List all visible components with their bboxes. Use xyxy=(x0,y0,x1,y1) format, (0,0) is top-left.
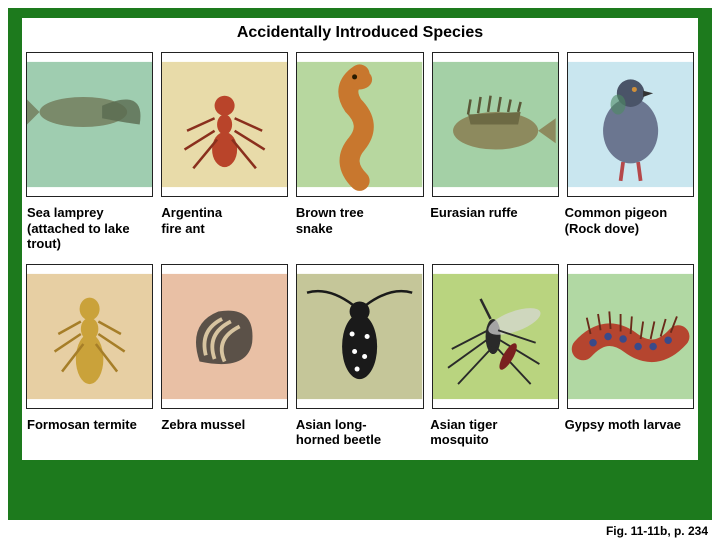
caption-text: Common pigeon xyxy=(565,205,668,220)
caption-asian-longhorned-beetle: Asian long- horned beetle xyxy=(293,417,427,448)
caption-text: Sea lamprey xyxy=(27,205,104,220)
cell-zebra-mussel xyxy=(161,264,288,409)
image-row-2 xyxy=(22,264,698,413)
cell-argentina-fire-ant xyxy=(161,52,288,197)
fish-icon xyxy=(433,53,558,196)
caption-text: mosquito xyxy=(430,432,489,447)
caption-brown-tree-snake: Brown tree snake xyxy=(293,205,427,252)
caption-text: snake xyxy=(296,221,333,236)
caption-formosan-termite: Formosan termite xyxy=(24,417,158,448)
content-panel: Accidentally Introduced Species xyxy=(22,18,698,506)
thumb-formosan-termite xyxy=(26,264,153,409)
caption-text: Asian long- xyxy=(296,417,367,432)
cell-gypsy-moth-larvae xyxy=(567,264,694,409)
thumb-eurasian-ruffe xyxy=(432,52,559,197)
caption-text: Brown tree xyxy=(296,205,364,220)
thumb-zebra-mussel xyxy=(161,264,288,409)
caption-text: horned beetle xyxy=(296,432,381,447)
caption-text: Asian tiger xyxy=(430,417,497,432)
thumb-argentina-fire-ant xyxy=(161,52,288,197)
caption-gypsy-moth-larvae: Gypsy moth larvae xyxy=(562,417,696,448)
image-row-1 xyxy=(22,52,698,201)
caption-text: Argentina xyxy=(161,205,222,220)
caption-row-2: Formosan termite Zebra mussel Asian long… xyxy=(22,413,698,460)
figure-reference: Fig. 11-11b, p. 234 xyxy=(606,524,708,538)
thumb-sea-lamprey xyxy=(26,52,153,197)
caption-eurasian-ruffe: Eurasian ruffe xyxy=(427,205,561,252)
snake-icon xyxy=(297,53,422,196)
cell-eurasian-ruffe xyxy=(432,52,559,197)
thumb-brown-tree-snake xyxy=(296,52,423,197)
beetle-icon xyxy=(297,265,422,408)
caption-text: fire ant xyxy=(161,221,204,236)
caption-text: Gypsy moth larvae xyxy=(565,417,681,432)
caption-text: (attached to lake trout) xyxy=(27,221,130,252)
caption-argentina-fire-ant: Argentina fire ant xyxy=(158,205,292,252)
cell-common-pigeon xyxy=(567,52,694,197)
cell-brown-tree-snake xyxy=(296,52,423,197)
ant-icon xyxy=(162,53,287,196)
termite-icon xyxy=(27,265,152,408)
caption-common-pigeon: Common pigeon (Rock dove) xyxy=(562,205,696,252)
bird-icon xyxy=(568,53,693,196)
caption-zebra-mussel: Zebra mussel xyxy=(158,417,292,448)
cell-sea-lamprey xyxy=(26,52,153,197)
caption-asian-tiger-mosquito: Asian tiger mosquito xyxy=(427,417,561,448)
cell-asian-tiger-mosquito xyxy=(432,264,559,409)
mussel-icon xyxy=(162,265,287,408)
cell-asian-longhorned-beetle xyxy=(296,264,423,409)
mosquito-icon xyxy=(433,265,558,408)
caption-sea-lamprey: Sea lamprey (attached to lake trout) xyxy=(24,205,158,252)
thumb-common-pigeon xyxy=(567,52,694,197)
page-title: Accidentally Introduced Species xyxy=(22,18,698,52)
thumb-asian-tiger-mosquito xyxy=(432,264,559,409)
caterpillar-icon xyxy=(568,265,693,408)
caption-text: Zebra mussel xyxy=(161,417,245,432)
thumb-asian-longhorned-beetle xyxy=(296,264,423,409)
caption-text: Formosan termite xyxy=(27,417,137,432)
caption-row-1: Sea lamprey (attached to lake trout) Arg… xyxy=(22,201,698,264)
page-frame: Accidentally Introduced Species xyxy=(8,8,712,520)
thumb-gypsy-moth-larvae xyxy=(567,264,694,409)
caption-text: (Rock dove) xyxy=(565,221,639,236)
cell-formosan-termite xyxy=(26,264,153,409)
caption-text: Eurasian ruffe xyxy=(430,205,517,220)
fish-icon xyxy=(27,53,152,196)
